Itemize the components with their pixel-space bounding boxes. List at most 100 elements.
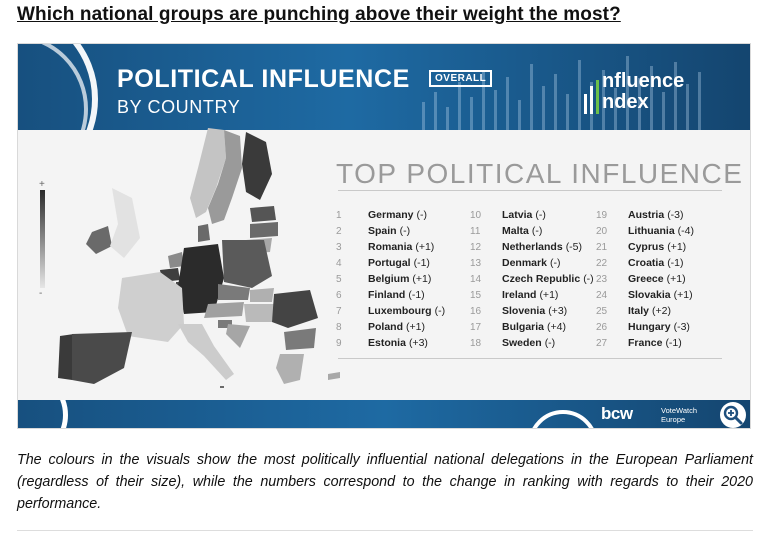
- rank-number: 10: [470, 209, 482, 221]
- rank-change: (-1): [413, 257, 430, 269]
- ranking-row: 17 Bulgaria (+4): [470, 319, 596, 335]
- rank-change: (+2): [652, 305, 671, 317]
- overall-badge: OVERALL: [429, 70, 493, 87]
- rank-country: Estonia: [368, 337, 406, 349]
- rank-change: (+1): [667, 241, 687, 253]
- infographic-caption: The colours in the visuals show the most…: [17, 452, 753, 512]
- rank-number: 4: [336, 257, 342, 269]
- rank-number: 20: [596, 225, 608, 237]
- rank-number: 9: [336, 337, 342, 349]
- rank-country: Malta: [502, 225, 529, 237]
- ranking-title: TOP POLITICAL INFLUENCE: [336, 158, 744, 189]
- ranking-row: 4 Portugal (-1): [336, 255, 470, 271]
- ranking-row: 27 France (-1): [596, 335, 728, 351]
- ranking-row: 26 Hungary (-3): [596, 319, 728, 335]
- map-denmark: [198, 224, 210, 242]
- map-portugal: [58, 334, 74, 380]
- caption-divider: [17, 530, 753, 531]
- map-austria: [204, 302, 244, 318]
- rank-country: Austria: [628, 209, 665, 221]
- ranking-row: 25 Italy (+2): [596, 303, 728, 319]
- ranking-row: 24 Slovakia (+1): [596, 287, 728, 303]
- magnify-plus-icon[interactable]: [720, 402, 746, 428]
- rank-change: (-4): [677, 225, 695, 237]
- map-norway: [190, 128, 226, 218]
- ranking-row: 16 Slovenia (+3): [470, 303, 596, 319]
- map-spain: [72, 332, 132, 384]
- rank-change: (-1): [667, 257, 684, 269]
- rank-number: 18: [470, 337, 482, 349]
- rank-country: Cyprus: [628, 241, 665, 253]
- ranking-row: 14 Czech Republic (-): [470, 271, 596, 287]
- rank-change: (-): [535, 209, 546, 221]
- rank-change: (+1): [666, 273, 686, 285]
- banner-arc: [18, 44, 98, 130]
- rank-country: Italy: [628, 305, 650, 317]
- map-malta: [220, 386, 224, 388]
- ranking-row: 1 Germany (-): [336, 207, 470, 223]
- rank-country: Lithuania: [628, 225, 675, 237]
- map-greece: [276, 354, 304, 384]
- ranking-row: 7 Luxembourg (-): [336, 303, 470, 319]
- rank-change: (+4): [547, 321, 566, 333]
- map-netherlands: [168, 252, 184, 268]
- rank-country: Greece: [628, 273, 664, 285]
- map-croatia: [226, 324, 250, 348]
- footer-arc: [18, 400, 68, 428]
- map-bulgaria: [284, 328, 316, 350]
- influence-index-logo: nfluence ndex: [584, 66, 724, 116]
- map-latvia: [250, 222, 278, 238]
- rank-country: Denmark: [502, 257, 547, 269]
- rank-number: 25: [596, 305, 608, 317]
- rank-number: 22: [596, 257, 608, 269]
- rank-number: 26: [596, 321, 608, 333]
- rank-change: (-): [544, 337, 556, 349]
- rank-country: Germany: [368, 209, 414, 221]
- map-ireland: [86, 226, 112, 254]
- rank-change: (+1): [673, 289, 693, 301]
- rank-number: 13: [470, 257, 482, 269]
- map-italy: [178, 324, 234, 380]
- page-heading: Which national groups are punching above…: [17, 4, 621, 25]
- rank-change: (-3): [673, 321, 690, 333]
- map-hungary: [244, 304, 274, 322]
- rank-country: Romania: [368, 241, 413, 253]
- logo-text-line1: nfluence: [602, 70, 685, 92]
- rank-number: 11: [470, 225, 481, 237]
- rank-country: Czech Republic: [502, 273, 581, 285]
- rank-country: Bulgaria: [502, 321, 545, 333]
- ranking-row: 15 Ireland (+1): [470, 287, 596, 303]
- rank-number: 27: [596, 337, 608, 349]
- infographic-footer: bcw VoteWatch Europe: [18, 400, 750, 428]
- rank-number: 5: [336, 273, 342, 285]
- footer-arc-right: [528, 410, 598, 428]
- ranking-row: 23 Greece (+1): [596, 271, 728, 287]
- votewatch-line1: VoteWatch: [661, 406, 697, 415]
- map-finland: [242, 132, 272, 200]
- map-sweden: [208, 130, 242, 224]
- rank-country: Portugal: [368, 257, 411, 269]
- rank-country: Hungary: [628, 321, 671, 333]
- ranking-row: 21 Cyprus (+1): [596, 239, 728, 255]
- rank-number: 12: [470, 241, 482, 253]
- rank-number: 24: [596, 289, 608, 301]
- rank-change: (-): [416, 209, 428, 221]
- rank-number: 1: [336, 209, 342, 221]
- banner-title: POLITICAL INFLUENCE: [117, 65, 410, 93]
- ranking-row: 6 Finland (-1): [336, 287, 470, 303]
- rank-change: (+1): [415, 241, 435, 253]
- influence-infographic: POLITICAL INFLUENCE OVERALL BY COUNTRY n…: [17, 43, 751, 429]
- europe-map: [58, 128, 340, 388]
- votewatch-logo: VoteWatch Europe: [661, 406, 697, 424]
- ranking-row: 20 Lithuania (-4): [596, 223, 728, 239]
- rank-country: Ireland: [502, 289, 537, 301]
- ranking-row: 8 Poland (+1): [336, 319, 470, 335]
- ranking-table: 1 Germany (-) 2 Spain (-) 3 Romania (+1) 4 Port…: [336, 207, 728, 351]
- ranking-row: 10 Latvia (-): [470, 207, 596, 223]
- rank-change: (-1): [665, 337, 682, 349]
- scale-minus-label: -: [39, 288, 43, 299]
- rank-country: Luxembourg: [368, 305, 432, 317]
- rank-country: Spain: [368, 225, 397, 237]
- influence-scale-bar: [40, 190, 45, 288]
- map-france: [118, 272, 184, 342]
